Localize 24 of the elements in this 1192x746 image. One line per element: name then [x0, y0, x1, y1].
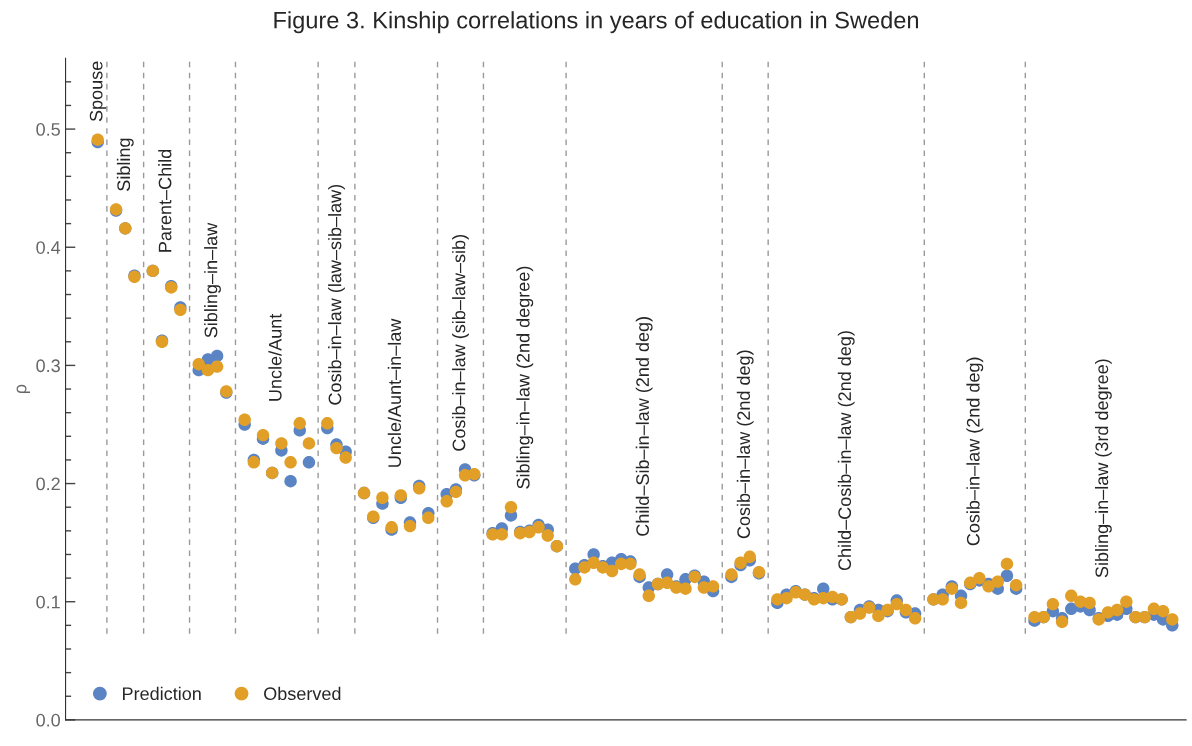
annotation: Spouse [89, 61, 107, 122]
annotation: Sibling [116, 138, 134, 191]
y-axis-title: ρ [16, 384, 31, 394]
annotation: Uncle/Aunt–in–law [387, 318, 402, 467]
annotation: Cosib–in–law (2nd deg) [736, 350, 754, 539]
annotation: Sibling–in–law (2nd degree) [516, 266, 534, 489]
y-tick-label: 0.5 [36, 123, 60, 136]
annotation: Cosib–in–law (law–sib–law) [328, 184, 345, 405]
annotation: Parent–Child [158, 149, 172, 252]
chart-title: Figure 3. Kinship correlations in years of education in Sweden [274, 11, 919, 34]
annotation: Uncle/Aunt [268, 313, 282, 401]
annotation: Child–Sib–in–law (2nd deg) [635, 317, 653, 536]
y-tick-label: 0.0 [36, 713, 60, 727]
annotation: Cosib–in–law (sib–law–sib) [452, 235, 469, 451]
legend-label: Observed [264, 686, 341, 701]
y-tick-label: 0.3 [36, 359, 60, 373]
legend-label: Prediction [123, 686, 201, 701]
annotation: Child–Cosib–in–law (2nd deg) [837, 331, 855, 571]
annotation: Sibling–in–law (3rd degree) [1094, 359, 1112, 578]
y-tick-label: 0.4 [36, 241, 61, 254]
annotation: Sibling–in–law [204, 222, 221, 338]
annotation: Cosib–in–law (2nd deg) [966, 357, 984, 546]
y-tick-label: 0.1 [36, 595, 60, 609]
y-tick-label: 0.2 [36, 477, 60, 491]
